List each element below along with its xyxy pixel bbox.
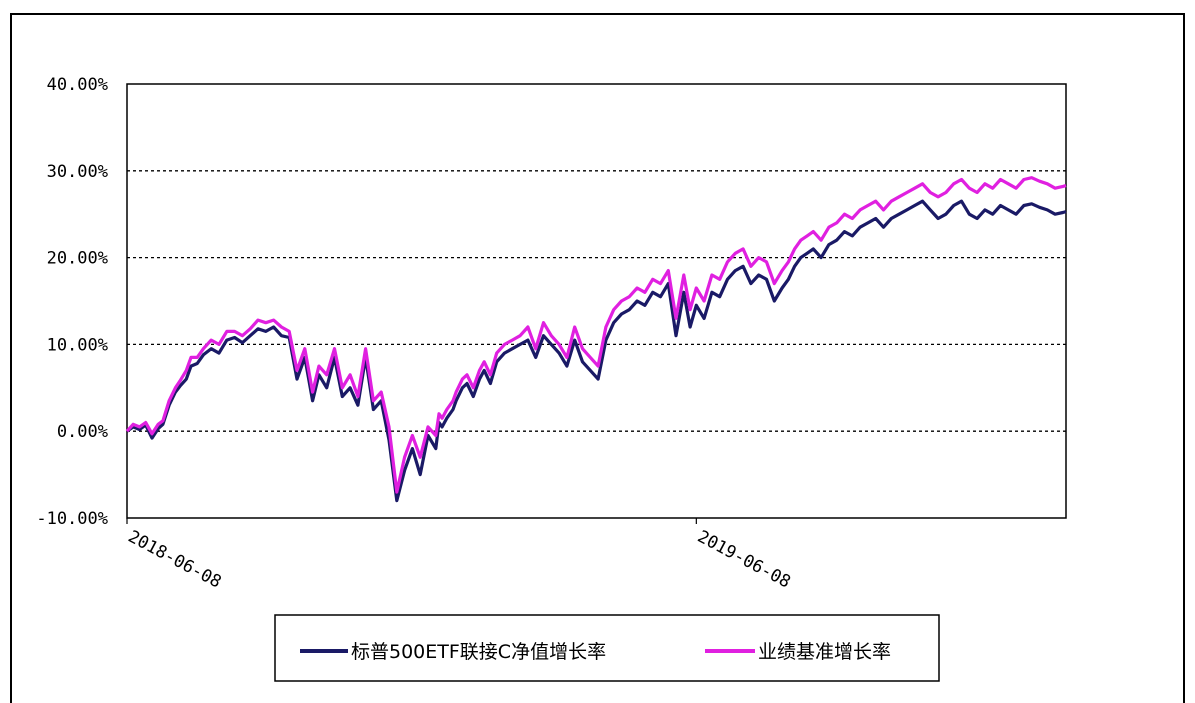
legend-box [274, 614, 940, 682]
y-tick-label: 40.00% [47, 75, 108, 95]
x-tick-label: 2019-06-08 [694, 527, 794, 593]
series-line-nav [126, 199, 1067, 503]
y-tick-label: 20.00% [47, 249, 108, 269]
x-tick-label: 2018-06-08 [125, 527, 225, 593]
y-tick-label: 0.00% [57, 422, 108, 442]
legend-label-benchmark: 业绩基准增长率 [758, 641, 891, 663]
x-axis: 2018-06-08 2019-06-08 [125, 518, 794, 592]
grid-lines [127, 170, 1066, 432]
chart-frame [10, 13, 1185, 703]
series-lines [125, 176, 1067, 503]
y-axis: 40.00% 30.00% 20.00% 10.00% 0.00% -10.00% [36, 75, 108, 529]
plot-area [126, 83, 1067, 519]
legend: 标普500ETF联接C净值增长率 业绩基准增长率 [274, 614, 940, 682]
legend-label-nav: 标普500ETF联接C净值增长率 [351, 641, 606, 663]
series-line-benchmark [125, 176, 1067, 494]
y-tick-label: -10.00% [36, 509, 108, 529]
y-tick-label: 30.00% [47, 162, 108, 182]
y-tick-label: 10.00% [47, 335, 108, 355]
